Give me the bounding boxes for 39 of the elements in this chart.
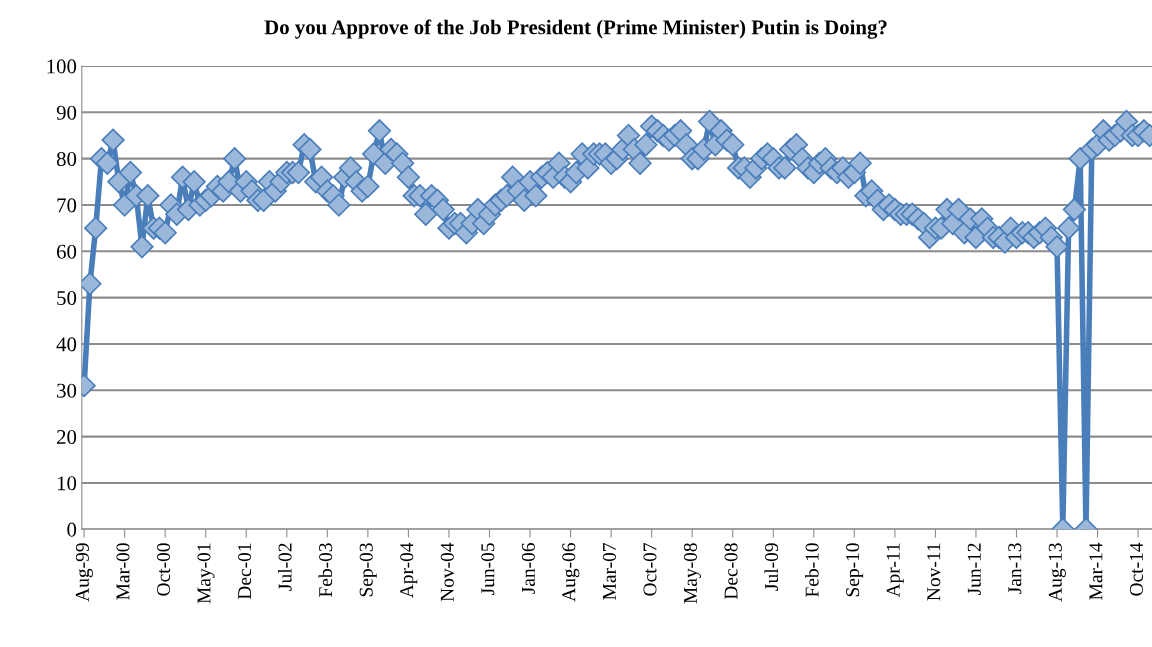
y-tick-label: 20 (57, 429, 77, 445)
y-tick-label: 60 (56, 244, 77, 259)
x-tick-label: Apr-04 (400, 542, 418, 599)
x-tick-label: Nov-04 (440, 542, 454, 602)
y-tick-label: 40 (56, 337, 77, 352)
x-tick-label: Jun-12 (967, 543, 981, 595)
y-tick-label: 100 (47, 59, 77, 74)
x-tick-label: May-08 (683, 543, 701, 604)
y-tick-label: 30 (57, 383, 77, 398)
x-tick-label: Oct-00 (156, 543, 171, 596)
x-tick-label: Sep-03 (359, 543, 377, 597)
y-tick-label: 70 (57, 198, 77, 213)
chart-title: Do you Approve of the Job President (Prime Minister) Putin is Doing? (264, 19, 887, 39)
x-tick-label: Jul-09 (764, 543, 779, 591)
x-tick-label: Apr-11 (886, 543, 904, 598)
x-tick-label: Mar-14 (1089, 542, 1103, 600)
x-tick-label: Dec-01 (238, 543, 252, 600)
x-tick-label: Feb-03 (318, 543, 333, 597)
x-tick-label: Aug-99 (75, 543, 93, 602)
y-tick-label: 90 (56, 105, 77, 120)
x-tick-label: Jun-05 (481, 543, 495, 595)
x-tick-label: Oct-14 (1129, 542, 1143, 596)
y-tick-label: 10 (57, 476, 77, 491)
x-tick-label: Sep-10 (846, 543, 864, 597)
x-tick-label: Oct-07 (643, 543, 657, 596)
x-tick-label: Feb-10 (804, 543, 819, 597)
x-tick-label: Jul-02 (277, 543, 292, 591)
y-tick-label: 50 (57, 290, 77, 306)
x-tick-label: Aug-13 (1048, 543, 1066, 602)
x-tick-label: Nov-11 (927, 543, 941, 601)
x-tick-label: Mar-07 (602, 543, 616, 600)
y-tick-label: 80 (56, 152, 77, 167)
x-tick-label: Aug-06 (562, 543, 580, 602)
x-tick-label: Jan-06 (521, 543, 535, 594)
x-tick-label: Mar-00 (116, 543, 130, 600)
x-tick-label: May-01 (197, 543, 215, 604)
y-tick-label: 0 (67, 522, 77, 537)
x-tick-label: Jan-13 (1008, 543, 1022, 594)
x-tick-label: Dec-08 (724, 543, 738, 600)
